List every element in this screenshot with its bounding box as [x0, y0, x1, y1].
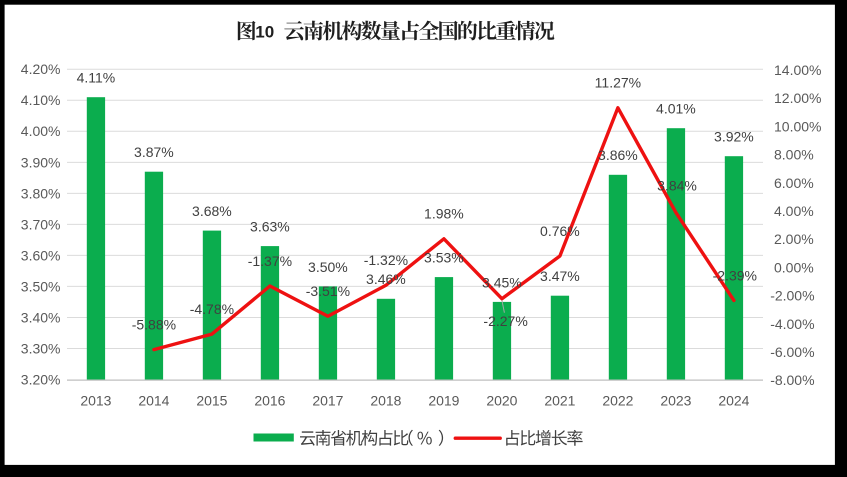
svg-text:3.60%: 3.60%	[21, 247, 61, 263]
svg-text:2020: 2020	[486, 392, 517, 408]
svg-text:3.92%: 3.92%	[714, 129, 754, 145]
svg-text:10.00%: 10.00%	[774, 118, 821, 134]
svg-text:4.20%: 4.20%	[21, 61, 61, 77]
svg-text:4.10%: 4.10%	[21, 92, 61, 108]
svg-text:2024: 2024	[718, 392, 749, 408]
svg-text:2018: 2018	[370, 392, 401, 408]
svg-text:1.98%: 1.98%	[424, 206, 464, 222]
svg-text:12.00%: 12.00%	[774, 90, 821, 106]
svg-text:6.00%: 6.00%	[774, 175, 814, 191]
svg-text:8.00%: 8.00%	[774, 147, 814, 163]
svg-text:3.70%: 3.70%	[21, 216, 61, 232]
svg-text:4.00%: 4.00%	[21, 123, 61, 139]
svg-text:2021: 2021	[544, 392, 575, 408]
svg-text:3.40%: 3.40%	[21, 309, 61, 325]
svg-text:2023: 2023	[660, 392, 691, 408]
svg-text:4.01%: 4.01%	[656, 101, 696, 117]
svg-text:-4.00%: -4.00%	[770, 316, 814, 332]
svg-text:3.53%: 3.53%	[424, 250, 464, 266]
svg-text:2019: 2019	[428, 392, 459, 408]
svg-text:-4.78%: -4.78%	[190, 301, 234, 317]
svg-text:-6.00%: -6.00%	[770, 344, 814, 360]
svg-text:3.30%: 3.30%	[21, 340, 61, 356]
svg-text:-8.00%: -8.00%	[770, 372, 814, 388]
svg-text:3.20%: 3.20%	[21, 371, 61, 387]
svg-text:3.45%: 3.45%	[482, 274, 522, 290]
svg-text:-1.37%: -1.37%	[248, 253, 292, 269]
svg-text:4.11%: 4.11%	[77, 70, 116, 86]
svg-text:2.00%: 2.00%	[774, 231, 814, 247]
svg-text:14.00%: 14.00%	[774, 62, 821, 78]
svg-text:10: 10	[255, 22, 274, 41]
svg-text:-2.00%: -2.00%	[770, 288, 814, 304]
svg-text:2016: 2016	[254, 392, 285, 408]
svg-text:-1.32%: -1.32%	[364, 252, 408, 268]
svg-text:3.46%: 3.46%	[366, 271, 406, 287]
svg-text:3.50%: 3.50%	[21, 278, 61, 294]
svg-text:0.00%: 0.00%	[774, 259, 814, 275]
svg-text:3.80%: 3.80%	[21, 185, 61, 201]
svg-text:2013: 2013	[80, 392, 111, 408]
svg-text:-5.88%: -5.88%	[132, 317, 176, 333]
svg-text:3.63%: 3.63%	[250, 219, 290, 235]
svg-text:-3.51%: -3.51%	[306, 283, 350, 299]
svg-text:2014: 2014	[138, 392, 169, 408]
svg-text:3.84%: 3.84%	[657, 178, 697, 194]
svg-text:3.90%: 3.90%	[21, 154, 61, 170]
svg-text:3.86%: 3.86%	[598, 147, 638, 163]
svg-text:0.76%: 0.76%	[540, 223, 580, 239]
svg-text:2017: 2017	[312, 392, 343, 408]
svg-text:11.27%: 11.27%	[595, 75, 641, 91]
svg-text:-2.27%: -2.27%	[483, 313, 527, 329]
svg-text:-2.39%: -2.39%	[713, 267, 757, 283]
svg-text:2022: 2022	[602, 392, 633, 408]
svg-text:3.68%: 3.68%	[192, 203, 232, 219]
svg-text:3.47%: 3.47%	[540, 268, 580, 284]
svg-text:2015: 2015	[196, 392, 227, 408]
svg-text:3.50%: 3.50%	[308, 259, 348, 275]
svg-text:4.00%: 4.00%	[774, 203, 814, 219]
svg-text:3.87%: 3.87%	[134, 144, 174, 160]
